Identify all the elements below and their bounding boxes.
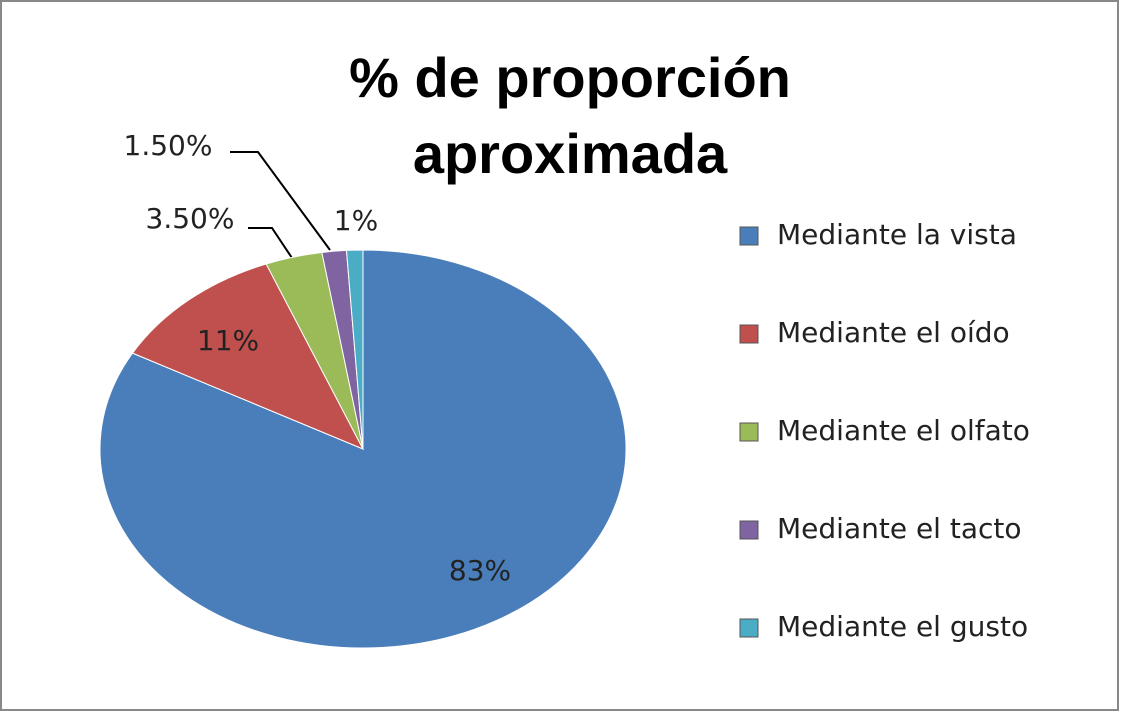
- legend-swatch: [739, 324, 759, 344]
- legend-swatch: [739, 226, 759, 246]
- legend-label: Mediante el oído: [777, 316, 1010, 349]
- pie-slice: [99, 249, 627, 649]
- data-label: 1.50%: [124, 129, 213, 162]
- legend-swatch: [739, 618, 759, 638]
- legend-label: Mediante el gusto: [777, 610, 1028, 643]
- leader-line: [248, 227, 293, 259]
- chart-title: % de proporción aproximada: [349, 46, 791, 185]
- data-label: 11%: [197, 324, 259, 357]
- legend-label: Mediante el tacto: [777, 512, 1022, 545]
- data-label: 3.50%: [146, 202, 235, 235]
- legend-swatch: [739, 422, 759, 442]
- legend-label: Mediante la vista: [777, 218, 1017, 251]
- leader-line: [230, 151, 331, 251]
- legend-label: Mediante el olfato: [777, 414, 1030, 447]
- pie-slice: [131, 263, 365, 450]
- data-label: 83%: [449, 554, 511, 587]
- data-label: 1%: [334, 204, 378, 237]
- pie-slice: [345, 249, 364, 450]
- legend-swatch: [739, 520, 759, 540]
